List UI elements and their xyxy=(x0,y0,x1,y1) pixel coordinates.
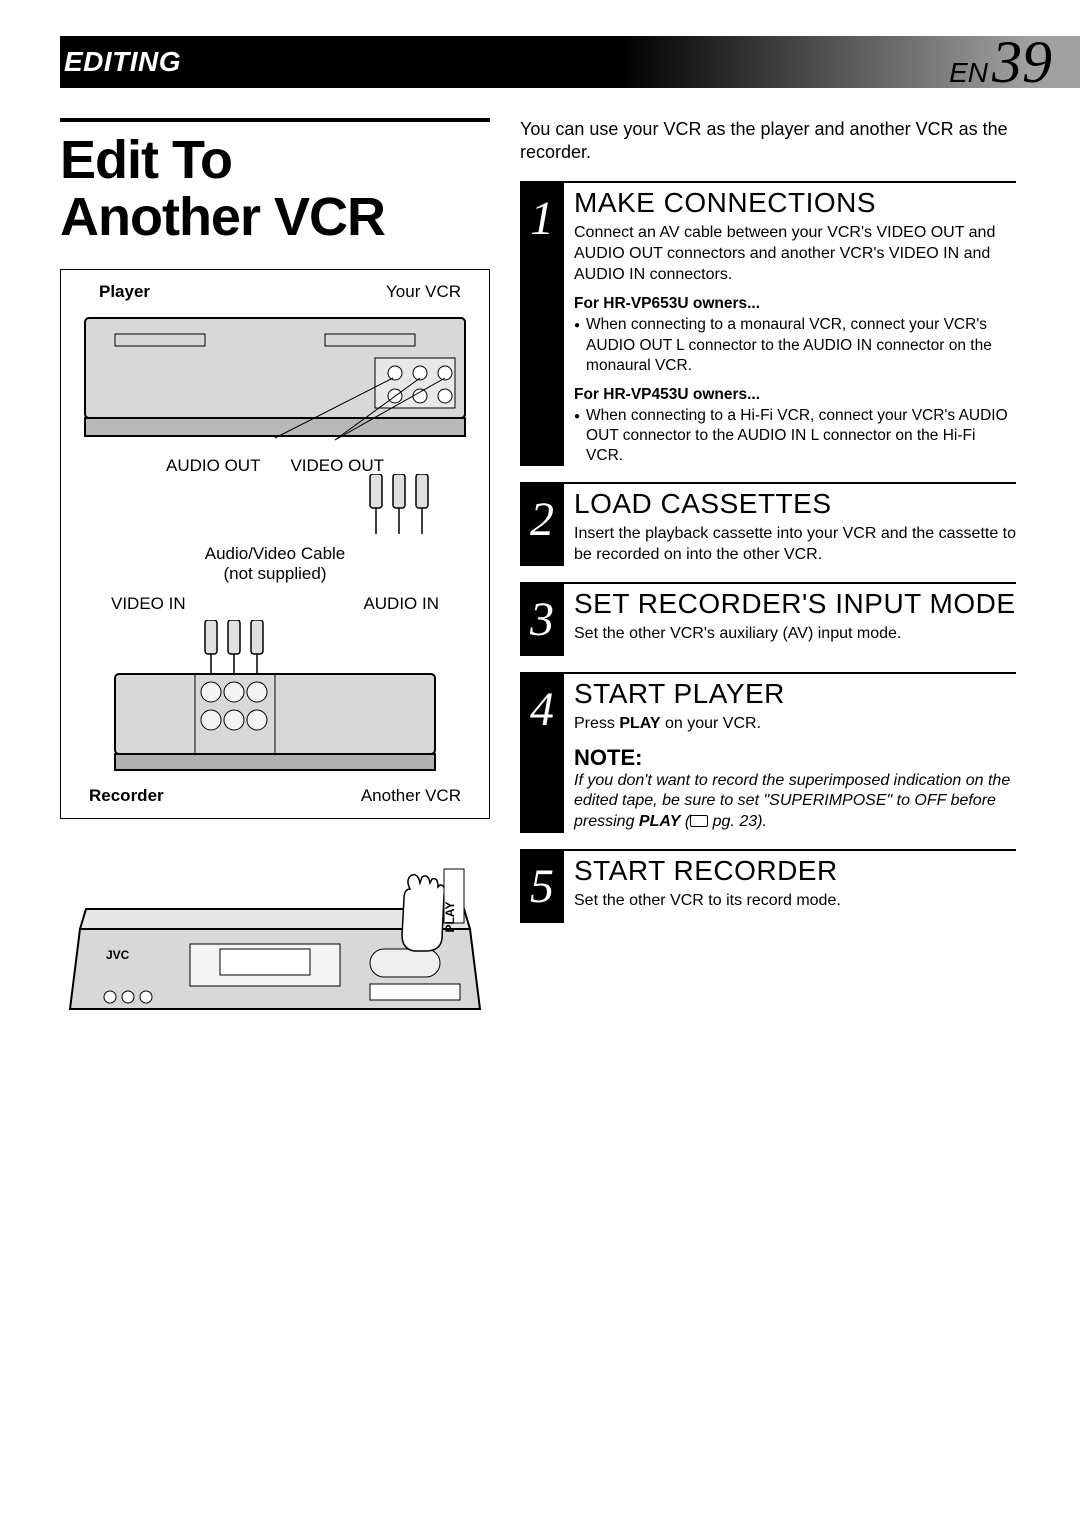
step-4: 4 START PLAYER Press PLAY on your VCR. N… xyxy=(520,672,1016,833)
recorder-label: Recorder xyxy=(89,786,164,806)
crossref-icon xyxy=(690,815,708,827)
step-number: 1 xyxy=(520,183,564,466)
vcr-front-illustration: JVC PLAY xyxy=(60,849,490,1039)
cable-plugs-top xyxy=(75,474,475,534)
main-title: Edit To Another VCR xyxy=(60,132,490,245)
step-number: 2 xyxy=(520,484,564,566)
step-title: LOAD CASSETTES xyxy=(574,488,1016,520)
cable-label-1: Audio/Video Cable xyxy=(205,544,346,563)
recorder-vcr-illustration xyxy=(75,620,475,780)
right-column: You can use your VCR as the player and a… xyxy=(520,118,1016,939)
player-label: Player xyxy=(99,282,150,302)
sub-heading: For HR-VP453U owners... xyxy=(574,386,1016,404)
step-title: START RECORDER xyxy=(574,855,1016,887)
play-button-label: PLAY xyxy=(443,902,457,933)
step-text: Connect an AV cable between your VCR's V… xyxy=(574,223,1016,285)
step-1: 1 MAKE CONNECTIONS Connect an AV cable b… xyxy=(520,181,1016,466)
page-number: 39 xyxy=(992,32,1052,92)
video-out-label: VIDEO OUT xyxy=(290,456,384,476)
player-vcr-illustration xyxy=(75,308,475,448)
main-title-line2: Another VCR xyxy=(60,187,385,247)
step-number: 3 xyxy=(520,584,564,656)
step-2: 2 LOAD CASSETTES Insert the playback cas… xyxy=(520,482,1016,566)
page-number-group: EN 39 xyxy=(949,32,1052,92)
section-title: EDITING xyxy=(64,46,181,78)
svg-text:JVC: JVC xyxy=(106,948,130,962)
title-rule xyxy=(60,118,490,122)
another-vcr-label: Another VCR xyxy=(361,786,461,806)
sub-heading: For HR-VP653U owners... xyxy=(574,295,1016,313)
connection-diagram: Player Your VCR AUDIO OU xyxy=(60,269,490,819)
your-vcr-label: Your VCR xyxy=(386,282,461,302)
header-band: EDITING EN 39 xyxy=(60,36,1080,88)
step-text: Press PLAY on your VCR. xyxy=(574,714,1016,735)
step-text: Insert the playback cassette into your V… xyxy=(574,524,1016,566)
step-title: SET RECORDER'S INPUT MODE xyxy=(574,588,1016,620)
step-number: 5 xyxy=(520,851,564,923)
step-text: Set the other VCR to its record mode. xyxy=(574,891,1016,912)
step-number: 4 xyxy=(520,674,564,833)
left-column: Edit To Another VCR Player Your VCR xyxy=(60,118,490,1039)
audio-out-label: AUDIO OUT xyxy=(166,456,260,476)
step-5: 5 START RECORDER Set the other VCR to it… xyxy=(520,849,1016,923)
main-title-line1: Edit To xyxy=(60,130,232,190)
audio-in-label: AUDIO IN xyxy=(363,594,439,614)
page-lang: EN xyxy=(949,57,988,89)
step-3: 3 SET RECORDER'S INPUT MODE Set the othe… xyxy=(520,582,1016,656)
cable-label-2: (not supplied) xyxy=(223,564,326,583)
step-title: START PLAYER xyxy=(574,678,1016,710)
video-in-label: VIDEO IN xyxy=(111,594,186,614)
intro-text: You can use your VCR as the player and a… xyxy=(520,118,1016,163)
note-body: If you don't want to record the superimp… xyxy=(574,771,1016,833)
note-heading: NOTE: xyxy=(574,745,1016,771)
step-text: Set the other VCR's auxiliary (AV) input… xyxy=(574,624,1016,645)
sub-bullet: When connecting to a Hi-Fi VCR, connect … xyxy=(574,406,1016,466)
step-title: MAKE CONNECTIONS xyxy=(574,187,1016,219)
sub-bullet: When connecting to a monaural VCR, conne… xyxy=(574,315,1016,375)
